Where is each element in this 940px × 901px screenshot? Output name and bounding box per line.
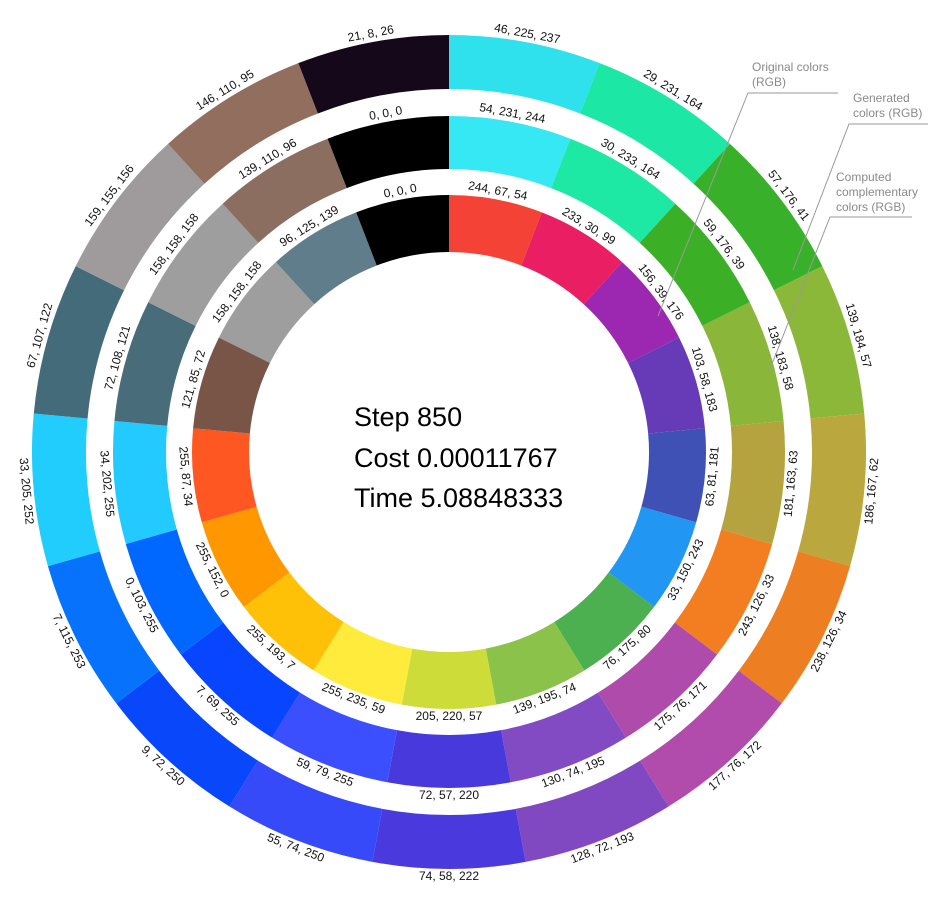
outer-segment-label: 33, 205, 252 bbox=[17, 457, 37, 525]
outer-segment bbox=[229, 760, 383, 862]
inner-segment bbox=[608, 506, 697, 607]
inner-segment bbox=[628, 337, 705, 434]
legend-generated-leader bbox=[792, 123, 928, 271]
legend-original-line-2: (RGB) bbox=[752, 75, 786, 89]
middle-segment bbox=[125, 529, 224, 655]
legend-computed: Computed complementary colors (RGB) bbox=[769, 170, 918, 370]
inner-segment bbox=[449, 195, 542, 266]
outer-segment bbox=[693, 143, 823, 291]
outer-segment bbox=[75, 143, 205, 291]
middle-segment-label: 181, 163, 63 bbox=[781, 449, 801, 517]
inner-segment bbox=[356, 195, 449, 266]
inner-segment-label: 63, 81, 181 bbox=[702, 446, 722, 507]
legend-computed-line-3: colors (RGB) bbox=[836, 200, 905, 214]
legend-original-leader bbox=[657, 92, 838, 317]
cost-label: Cost 0.00011767 bbox=[354, 443, 558, 473]
inner-segment bbox=[485, 622, 585, 705]
middle-segment bbox=[639, 203, 750, 326]
outer-segment bbox=[32, 413, 100, 567]
middle-segment bbox=[721, 421, 786, 544]
outer-segment bbox=[372, 808, 526, 869]
outer-segment bbox=[47, 551, 160, 704]
middle-segment bbox=[222, 138, 347, 243]
outer-segment bbox=[168, 63, 318, 184]
inner-segment bbox=[243, 572, 344, 671]
middle-segment bbox=[387, 730, 511, 789]
legend: Original colors (RGB) Generated colors (… bbox=[657, 60, 928, 370]
outer-segment-label: 74, 58, 222 bbox=[419, 869, 479, 883]
outer-segment bbox=[515, 760, 669, 862]
legend-computed-line-1: Computed bbox=[836, 170, 891, 184]
inner-segment bbox=[521, 212, 623, 305]
legend-computed-line-2: complementary bbox=[836, 185, 918, 199]
outer-segment bbox=[449, 35, 600, 114]
middle-segment-label: 34, 202, 255 bbox=[97, 450, 117, 518]
middle-segment bbox=[501, 692, 626, 783]
inner-segment-label: 0, 0, 0 bbox=[382, 181, 418, 201]
outer-segment bbox=[640, 670, 782, 807]
outer-segment bbox=[798, 413, 866, 567]
inner-segment-label: 205, 220, 57 bbox=[416, 709, 483, 723]
outer-segment bbox=[116, 670, 258, 807]
middle-segment bbox=[597, 622, 718, 738]
legend-computed-leader bbox=[769, 216, 912, 370]
inner-segment bbox=[641, 428, 706, 523]
legend-generated-line-1: Generated bbox=[853, 91, 910, 105]
middle-segment bbox=[112, 421, 177, 544]
outer-segment bbox=[33, 266, 125, 419]
inner-segment bbox=[218, 262, 315, 363]
middle-segment bbox=[674, 529, 773, 655]
middle-segment bbox=[702, 302, 784, 426]
outer-segment bbox=[298, 35, 449, 114]
inner-segment bbox=[201, 506, 290, 607]
middle-segment-label: 72, 57, 220 bbox=[419, 788, 479, 802]
outer-segment bbox=[773, 266, 865, 419]
inner-segment bbox=[192, 428, 257, 523]
stats: Step 850 Cost 0.00011767 Time 5.08848333 bbox=[354, 402, 563, 513]
middle-segment bbox=[114, 302, 196, 426]
middle-segment bbox=[272, 692, 397, 783]
inner-segment bbox=[193, 337, 270, 434]
outer-segment-label: 186, 167, 62 bbox=[861, 457, 881, 525]
middle-segment bbox=[327, 116, 449, 189]
legend-original: Original colors (RGB) bbox=[657, 60, 838, 317]
middle-segment bbox=[449, 116, 571, 189]
middle-segment bbox=[148, 203, 259, 326]
inner-segment bbox=[554, 572, 655, 671]
inner-segment bbox=[401, 648, 497, 709]
outer-segment bbox=[738, 551, 851, 704]
middle-segment-label: 0, 0, 0 bbox=[368, 103, 404, 123]
legend-original-line-1: Original colors bbox=[752, 60, 829, 74]
middle-segment bbox=[180, 622, 301, 738]
inner-segment-label: 255, 87, 34 bbox=[176, 446, 196, 507]
step-label: Step 850 bbox=[354, 402, 462, 432]
time-label: Time 5.08848333 bbox=[354, 483, 563, 513]
inner-segment bbox=[583, 262, 680, 363]
legend-generated: Generated colors (RGB) bbox=[792, 91, 928, 271]
middle-segment bbox=[551, 138, 676, 243]
inner-segment bbox=[313, 622, 413, 705]
legend-generated-line-2: colors (RGB) bbox=[853, 106, 922, 120]
outer-segment bbox=[580, 63, 730, 184]
inner-segment bbox=[275, 212, 377, 305]
